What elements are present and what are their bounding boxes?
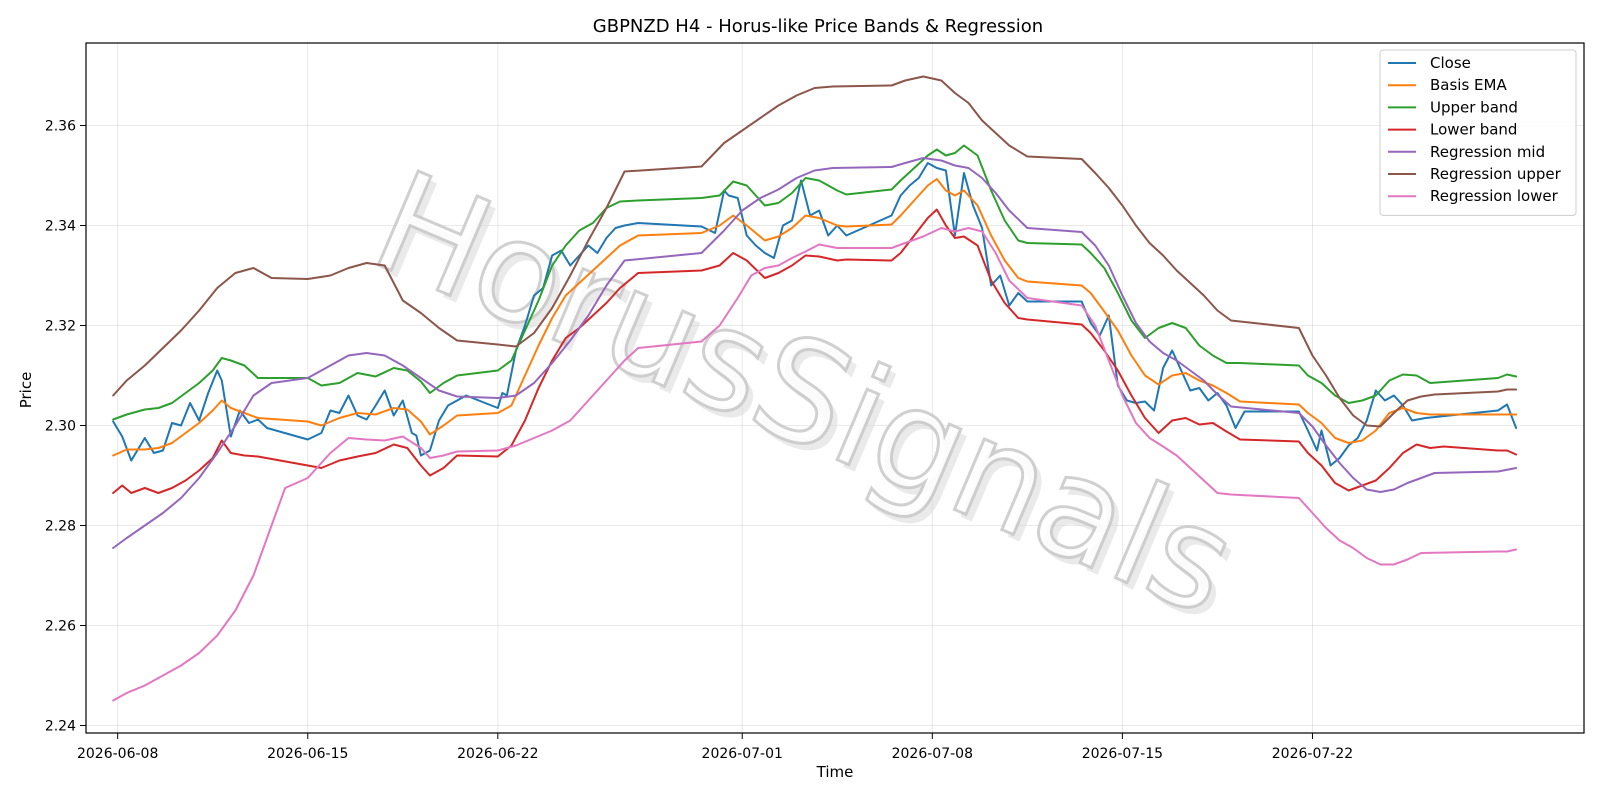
x-tick-label: 2026-06-15	[267, 746, 348, 762]
series-layer	[112, 75, 1518, 702]
y-tick-label: 2.34	[45, 219, 76, 235]
grid-lines	[86, 43, 1584, 733]
legend-label-upper-band: Upper band	[1430, 98, 1518, 116]
y-axis-label: Price	[17, 372, 35, 409]
legend: Close Basis EMA Upper band Lower band Regres…	[1379, 49, 1577, 216]
y-tick-label: 2.30	[45, 419, 76, 435]
x-tick-label: 2026-06-22	[457, 746, 538, 762]
y-axis: 2.24 2.26 2.28 2.30 2.32 2.34 2.36	[45, 119, 86, 735]
y-tick-label: 2.26	[45, 619, 76, 635]
series-line-lower-band	[112, 208, 1518, 494]
x-tick-label: 2026-07-08	[892, 746, 973, 762]
series-line-regression-mid	[112, 157, 1518, 549]
x-tick-label: 2026-07-22	[1272, 746, 1353, 762]
legend-box	[1379, 49, 1577, 216]
legend-label-close: Close	[1430, 54, 1471, 72]
series-line-basis-ema	[112, 178, 1518, 457]
y-tick-label: 2.24	[45, 719, 76, 735]
x-tick-label: 2026-07-15	[1082, 746, 1163, 762]
x-tick-label: 2026-07-01	[702, 746, 783, 762]
plot-frame	[85, 42, 1585, 734]
chart-title: GBPNZD H4 - Horus-like Price Bands & Reg…	[593, 16, 1043, 37]
y-tick-label: 2.32	[45, 319, 76, 335]
y-tick-label: 2.36	[45, 119, 76, 135]
legend-label-regression-mid: Regression mid	[1430, 143, 1545, 161]
x-axis-label: Time	[816, 763, 854, 781]
x-tick-label: 2026-06-08	[77, 746, 158, 762]
legend-label-lower-band: Lower band	[1430, 121, 1517, 139]
legend-label-basis-ema: Basis EMA	[1430, 76, 1507, 94]
series-line-regression-lower	[112, 227, 1518, 702]
y-tick-label: 2.28	[45, 519, 76, 535]
series-line-regression-upper	[112, 75, 1518, 428]
legend-label-regression-lower: Regression lower	[1430, 187, 1559, 205]
x-axis: 2026-06-08 2026-06-15 2026-06-22 2026-07-01…	[77, 733, 1353, 762]
legend-label-regression-upper: Regression upper	[1430, 165, 1562, 183]
series-line-upper-band	[112, 144, 1518, 421]
